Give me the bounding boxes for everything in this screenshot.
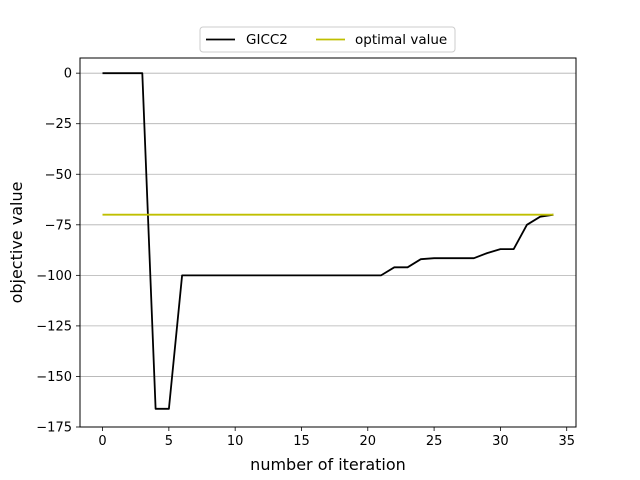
- y-tick-label: −50: [45, 168, 72, 183]
- x-axis-label: number of iteration: [250, 455, 406, 474]
- series-line-gicc2: [102, 72, 554, 410]
- x-tick-label: 0: [98, 434, 106, 449]
- y-tick-label: −25: [45, 117, 72, 132]
- x-tick-label: 25: [426, 434, 443, 449]
- x-tick-label: 35: [558, 434, 575, 449]
- legend: GICC2 optimal value: [199, 26, 456, 53]
- x-axis: 0 5 10 15 20 25 30 35: [98, 427, 575, 449]
- x-tick-label: 20: [360, 434, 377, 449]
- legend-item-gicc2-label: GICC2: [246, 32, 288, 48]
- x-tick-label: 10: [227, 434, 244, 449]
- y-tick-label: −100: [36, 269, 72, 284]
- y-axis-label: objective value: [7, 182, 26, 304]
- y-axis: 0 −25 −50 −75 −100 −125 −150 −175: [36, 67, 80, 436]
- x-tick-label: 5: [165, 434, 173, 449]
- y-tick-label: −175: [36, 421, 72, 436]
- legend-item-optimal-value-label: optimal value: [355, 32, 447, 48]
- y-tick-label: −75: [45, 218, 72, 233]
- y-tick-label: −125: [36, 319, 72, 334]
- y-tick-label: −150: [36, 370, 72, 385]
- series-layer: [102, 72, 554, 410]
- plot-frame: [79, 57, 577, 428]
- x-tick-label: 30: [492, 434, 509, 449]
- x-tick-label: 15: [293, 434, 310, 449]
- y-tick-label: 0: [64, 67, 72, 82]
